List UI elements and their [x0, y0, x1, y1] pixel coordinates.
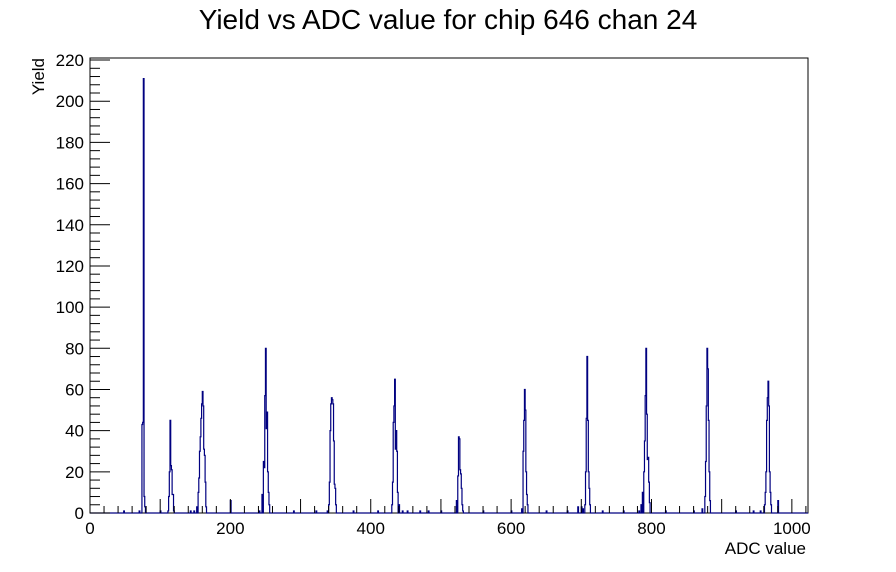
y-tick-label: 180 — [56, 133, 84, 152]
y-tick-label: 60 — [65, 380, 84, 399]
y-tick-label: 140 — [56, 216, 84, 235]
y-tick-label: 200 — [56, 92, 84, 111]
y-tick-label: 0 — [75, 504, 84, 523]
histogram-line — [90, 77, 808, 514]
y-axis-title: Yield — [29, 58, 48, 95]
x-tick-label: 200 — [216, 519, 244, 538]
x-axis: 0 200 400 600 800 1000 — [85, 499, 811, 538]
x-tick-label: 600 — [497, 519, 525, 538]
y-tick-label: 100 — [56, 298, 84, 317]
y-axis: 0 20 40 60 80 100 120 140 160 180 200 220 — [56, 51, 110, 523]
plot-frame — [89, 57, 809, 514]
y-tick-label: 80 — [65, 339, 84, 358]
x-axis-title: ADC value — [725, 539, 806, 558]
y-tick-label: 20 — [65, 463, 84, 482]
chart-title: Yield vs ADC value for chip 646 chan 24 — [198, 4, 698, 35]
y-tick-label: 160 — [56, 175, 84, 194]
x-tick-label: 400 — [357, 519, 385, 538]
x-tick-label: 1000 — [773, 519, 811, 538]
x-tick-label: 800 — [637, 519, 665, 538]
x-tick-label: 0 — [85, 519, 94, 538]
y-tick-label: 220 — [56, 51, 84, 70]
y-tick-label: 40 — [65, 422, 84, 441]
y-tick-label: 120 — [56, 257, 84, 276]
